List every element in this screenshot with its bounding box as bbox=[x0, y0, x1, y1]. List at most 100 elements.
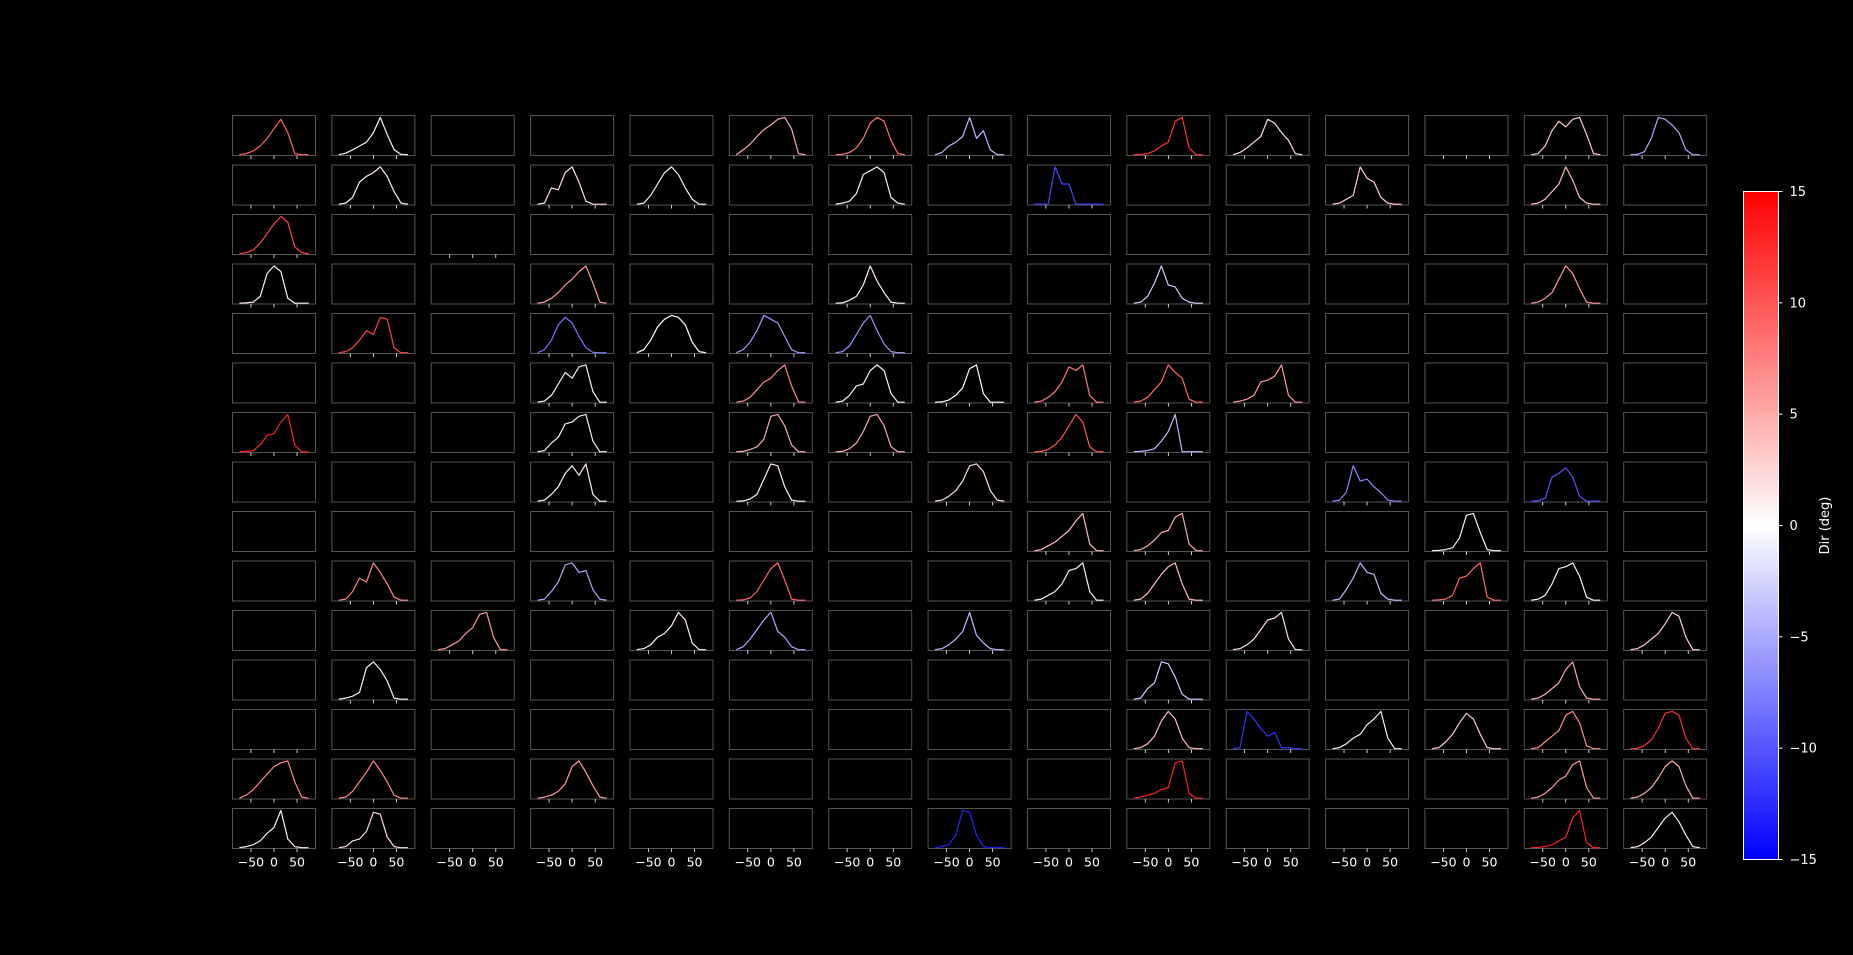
x-tick-label: 0 bbox=[767, 855, 775, 870]
x-tick-label: −50 bbox=[735, 855, 761, 870]
panel bbox=[1225, 164, 1310, 206]
panel bbox=[1225, 709, 1310, 753]
panel bbox=[1126, 709, 1211, 753]
panel bbox=[1325, 461, 1410, 506]
x-tick-label: −50 bbox=[1331, 855, 1357, 870]
panel bbox=[1325, 659, 1410, 701]
x-tick-label: −50 bbox=[1132, 855, 1158, 870]
panel bbox=[828, 263, 913, 308]
panel: −50 0 50 bbox=[927, 808, 1012, 870]
panel-frame bbox=[828, 659, 913, 701]
x-tick-label: −50 bbox=[635, 855, 661, 870]
tuning-curve bbox=[1332, 465, 1402, 502]
panel-frame bbox=[530, 511, 615, 552]
x-tick-label: 0 bbox=[668, 855, 676, 870]
panel bbox=[331, 412, 416, 453]
x-tick-label: 0 bbox=[1661, 855, 1669, 870]
tuning-curve bbox=[338, 316, 408, 354]
panel-frame bbox=[629, 709, 714, 750]
panel bbox=[828, 313, 913, 357]
tuning-curve bbox=[537, 364, 607, 403]
panel bbox=[927, 610, 1012, 654]
panel-frame bbox=[331, 709, 416, 750]
colorbar-tick-label: −15 bbox=[1790, 853, 1817, 868]
panel bbox=[1424, 461, 1509, 503]
panel-frame bbox=[1126, 610, 1211, 651]
panel bbox=[1026, 115, 1111, 156]
panel-frame bbox=[927, 659, 1012, 701]
x-tick-label: 50 bbox=[985, 855, 1001, 870]
panel bbox=[1523, 511, 1608, 552]
panel-frame bbox=[629, 115, 714, 156]
panel-frame bbox=[828, 610, 913, 651]
panel-frame bbox=[232, 461, 316, 503]
x-tick-label: 50 bbox=[885, 855, 901, 870]
panel bbox=[232, 758, 316, 803]
tuning-curve bbox=[835, 314, 905, 354]
panel-frame bbox=[828, 511, 913, 552]
panel bbox=[1623, 560, 1708, 602]
panel-frame bbox=[629, 214, 714, 255]
tuning-curve bbox=[338, 760, 408, 799]
panel-frame bbox=[1523, 511, 1608, 552]
panel bbox=[530, 313, 615, 357]
panel bbox=[430, 412, 515, 453]
tuning-curve bbox=[239, 215, 309, 255]
panel bbox=[1126, 412, 1211, 456]
tuning-curve bbox=[636, 611, 707, 651]
panel-frame bbox=[1026, 461, 1111, 503]
tuning-curve bbox=[1034, 562, 1104, 601]
panel-frame bbox=[927, 164, 1012, 206]
panel bbox=[728, 313, 813, 357]
panel bbox=[629, 758, 714, 800]
tuning-curve bbox=[1233, 611, 1303, 651]
x-tick-label: 50 bbox=[1084, 855, 1100, 870]
tuning-curve bbox=[636, 314, 707, 354]
panel-frame bbox=[1424, 659, 1509, 701]
tuning-curve bbox=[835, 413, 905, 453]
panel-frame bbox=[430, 659, 515, 701]
panel bbox=[1623, 610, 1708, 654]
tuning-curve bbox=[735, 116, 806, 156]
panel bbox=[1424, 659, 1509, 701]
panel bbox=[1126, 115, 1211, 159]
x-tick-label: 0 bbox=[270, 855, 278, 870]
panel-frame bbox=[1225, 659, 1310, 701]
panel bbox=[530, 758, 615, 803]
panel: −50 0 50 bbox=[1225, 808, 1310, 870]
tuning-curve bbox=[1531, 116, 1601, 156]
tuning-curve bbox=[1630, 116, 1700, 156]
panel bbox=[728, 214, 813, 255]
panel-frame bbox=[331, 362, 416, 404]
panel bbox=[629, 263, 714, 305]
colorbar-tick-label: −10 bbox=[1790, 742, 1817, 757]
panel-frame bbox=[430, 362, 515, 404]
panel bbox=[232, 610, 316, 651]
tuning-curve bbox=[1133, 364, 1203, 403]
x-tick-label: 0 bbox=[469, 855, 477, 870]
x-tick-label: 0 bbox=[866, 855, 874, 870]
panel-frame bbox=[1424, 412, 1509, 453]
panel: −50 0 50 bbox=[232, 808, 316, 870]
panel bbox=[629, 164, 714, 209]
panel bbox=[430, 313, 515, 354]
panel bbox=[331, 511, 416, 552]
panel bbox=[331, 659, 416, 704]
panel bbox=[629, 362, 714, 404]
panel-frame bbox=[1623, 560, 1708, 602]
panel bbox=[232, 313, 316, 354]
panel-frame bbox=[1424, 362, 1509, 404]
panel-frame bbox=[728, 709, 813, 750]
panel-frame bbox=[1523, 313, 1608, 354]
panel-frame bbox=[1325, 263, 1410, 305]
panel bbox=[1325, 412, 1410, 453]
panel bbox=[1026, 362, 1111, 407]
panel-frame bbox=[1325, 115, 1410, 156]
panel-frame bbox=[1325, 758, 1410, 800]
panel bbox=[828, 560, 913, 602]
tuning-curve bbox=[1034, 166, 1104, 205]
panel bbox=[331, 214, 416, 255]
panel bbox=[629, 461, 714, 503]
tuning-curve bbox=[1630, 611, 1700, 651]
